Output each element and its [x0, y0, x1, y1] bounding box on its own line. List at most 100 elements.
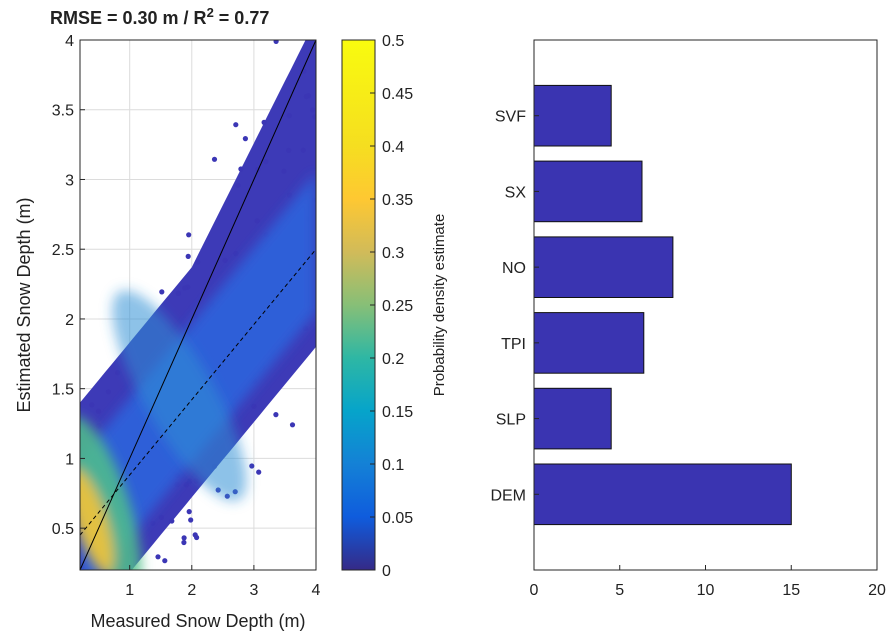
outlier-point	[286, 113, 292, 119]
outlier-point	[162, 558, 168, 564]
outlier-point	[150, 520, 156, 526]
scatter-y-tick-label: 1	[65, 451, 74, 468]
bar-category-label: SVF	[495, 109, 526, 126]
outlier-point	[233, 251, 239, 257]
outlier-point	[105, 389, 111, 395]
bars	[533, 84, 792, 526]
colorbar-ticks: 0 0.05 0.1 0.15 0.2 0.25 0.3 0.35 0.4 0.45 0.5	[370, 33, 413, 580]
bar-category-label: SX	[505, 184, 527, 201]
scatter-y-tick-label: 2	[65, 312, 74, 329]
outlier-point	[303, 93, 309, 100]
outlier-point	[273, 412, 279, 418]
outlier-point	[169, 518, 175, 524]
colorbar-tick-label: 0.35	[382, 192, 413, 209]
bar-tpi	[533, 312, 645, 374]
outlier-point	[310, 107, 316, 113]
outlier-point	[158, 514, 164, 521]
outlier-point	[254, 218, 260, 224]
colorbar-tick-label: 0.15	[382, 404, 413, 421]
colorbar-gradient	[341, 39, 376, 571]
outlier-point	[211, 156, 218, 162]
outlier-point	[186, 509, 192, 515]
outlier-point	[181, 535, 187, 541]
colorbar-tick-label: 0.3	[382, 245, 404, 262]
scatter-panel: 1 2 3 4 0.5 1 1.5 2 2.5 3 3.5 4 RMSE = 0.30 m / R2 …	[14, 5, 321, 631]
bar-x-tick-label: 20	[868, 582, 886, 599]
outlier-point	[281, 168, 287, 174]
bar-svf	[533, 84, 612, 147]
outlier-point	[187, 478, 193, 484]
bar-x-tick-label: 5	[615, 582, 624, 599]
bar-ticks: DEM SLP TPI NO SX SVF 0 5 10 15 20	[490, 109, 886, 599]
bar-category-label: NO	[502, 260, 526, 277]
scatter-x-tick-label: 4	[312, 582, 321, 599]
colorbar-tick-label: 0.2	[382, 351, 404, 368]
colorbar-tick-label: 0	[382, 563, 391, 580]
colorbar-label: Probability density estimate	[431, 214, 448, 397]
outlier-point	[235, 182, 241, 188]
outlier-point	[155, 554, 161, 560]
outlier-point	[238, 166, 244, 172]
bar-x-tick-label: 0	[530, 582, 539, 599]
colorbar-tick-label: 0.25	[382, 298, 413, 315]
outlier-point	[251, 403, 257, 409]
outlier-point	[188, 517, 194, 523]
scatter-x-tick-label: 2	[187, 582, 196, 599]
outlier-point	[185, 253, 191, 259]
scatter-y-tick-label: 3	[65, 172, 74, 189]
outlier-point	[115, 370, 121, 376]
scatter-y-tick-label: 2.5	[52, 242, 74, 259]
bar-sx	[533, 160, 643, 223]
scatter-x-tick-label: 1	[125, 582, 134, 599]
outlier-point	[192, 532, 198, 538]
colorbar-tick-label: 0.45	[382, 86, 413, 103]
colorbar-tick-label: 0.1	[382, 457, 404, 474]
scatter-y-tick-label: 0.5	[52, 521, 74, 538]
bar-no	[533, 236, 674, 298]
bar-slp	[533, 387, 612, 450]
colorbar-tick-label: 0.4	[382, 139, 404, 156]
outlier-point	[289, 422, 296, 428]
scatter-title: RMSE = 0.30 m / R2 = 0.77	[50, 5, 269, 28]
outlier-point	[273, 40, 279, 44]
bar-category-label: DEM	[490, 487, 526, 504]
outlier-point	[242, 136, 248, 142]
outlier-point	[175, 290, 181, 296]
outlier-point	[95, 408, 102, 414]
outlier-point	[159, 289, 165, 295]
scatter-x-tick-label: 3	[249, 582, 258, 599]
bar-category-label: SLP	[496, 412, 526, 429]
scatter-axes-box	[79, 39, 317, 571]
bar-dem	[533, 463, 792, 526]
outlier-point	[193, 478, 199, 484]
density-core-cyan	[112, 290, 247, 502]
outlier-point	[195, 259, 201, 265]
scatter-y-tick-label: 3.5	[52, 103, 74, 120]
outlier-point	[263, 159, 269, 165]
colorbar: 0 0.05 0.1 0.15 0.2 0.25 0.3 0.35 0.4 0.45 0.5 Pro…	[341, 33, 448, 580]
bar-panel: DEM SLP TPI NO SX SVF 0 5 10 15 20	[490, 39, 886, 599]
bar-x-tick-label: 10	[697, 582, 715, 599]
outlier-point	[222, 257, 228, 263]
outlier-point	[302, 325, 308, 331]
outlier-point	[181, 539, 187, 546]
bar-x-tick-label: 15	[782, 582, 800, 599]
bar-category-label: TPI	[501, 336, 526, 353]
scatter-y-tick-label: 1.5	[52, 382, 74, 399]
outlier-point	[261, 119, 267, 125]
colorbar-tick-label: 0.05	[382, 510, 413, 527]
outlier-point	[182, 285, 188, 291]
outlier-point	[233, 122, 239, 128]
outlier-point	[256, 469, 262, 475]
outlier-point	[249, 463, 255, 469]
outlier-point	[186, 232, 192, 238]
outlier-point	[183, 482, 189, 488]
scatter-ticks: 1 2 3 4 0.5 1 1.5 2 2.5 3 3.5 4	[52, 33, 321, 599]
scatter-y-tick-label: 4	[65, 33, 74, 50]
outlier-point	[96, 423, 102, 429]
scatter-y-label: Estimated Snow Depth (m)	[14, 197, 34, 412]
outlier-point	[287, 192, 293, 198]
outlier-point	[89, 402, 95, 408]
outlier-point	[286, 147, 292, 153]
